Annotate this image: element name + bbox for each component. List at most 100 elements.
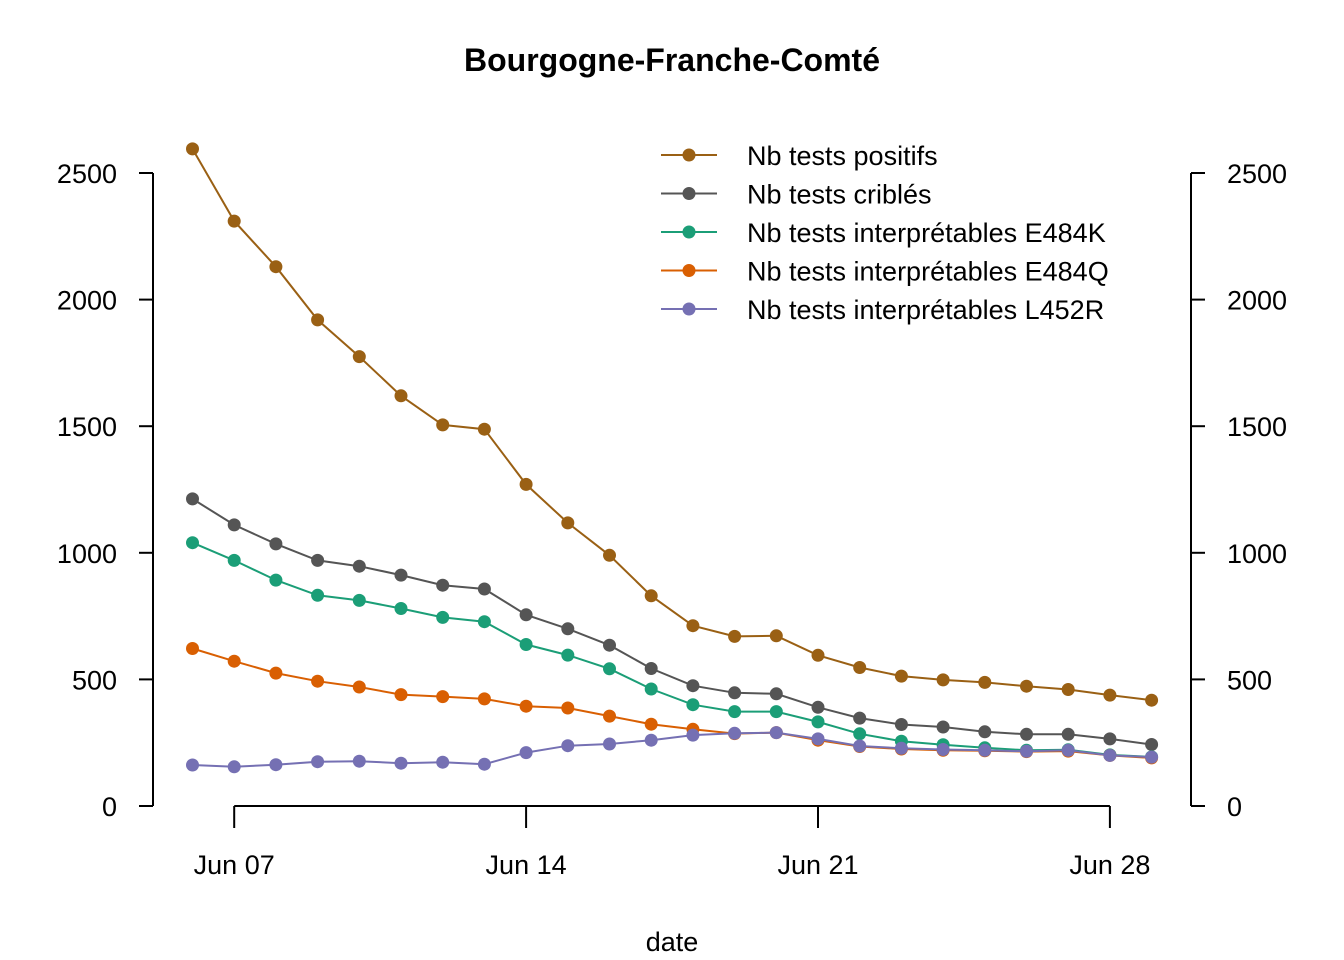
legend-label: Nb tests interprétables E484K [747, 218, 1106, 248]
data-point [394, 602, 408, 615]
data-point [186, 642, 199, 655]
series-2 [186, 536, 1159, 764]
y-tick-label-left: 2500 [57, 159, 117, 189]
data-point [186, 536, 199, 550]
y-tick-label-left: 1000 [57, 539, 117, 569]
data-point [436, 578, 450, 592]
data-point [352, 559, 366, 573]
data-point [311, 313, 325, 327]
data-point [269, 260, 283, 274]
data-point [603, 548, 616, 562]
data-point [1061, 727, 1075, 741]
legend-item: Nb tests criblés [661, 180, 932, 210]
data-point [227, 553, 241, 567]
legend-label: Nb tests positifs [747, 141, 938, 171]
data-point [394, 568, 408, 582]
y-tick-label-right: 0 [1227, 792, 1242, 822]
data-point [728, 726, 742, 740]
series-0 [186, 142, 1159, 707]
y-tick-label-right: 1000 [1227, 539, 1287, 569]
data-point [853, 661, 867, 674]
data-point [644, 662, 658, 675]
data-point [311, 588, 325, 602]
data-point [561, 516, 575, 530]
y-tick-label-right: 500 [1227, 665, 1272, 695]
data-point [1020, 744, 1033, 758]
y-tick-label-left: 1500 [57, 412, 117, 442]
data-point [311, 755, 325, 769]
series-4 [186, 726, 1159, 774]
y-tick-label-right: 2500 [1227, 159, 1287, 189]
data-point [1020, 727, 1033, 741]
legend-swatch-point [682, 148, 696, 162]
data-point [811, 715, 825, 729]
data-point [1145, 750, 1159, 764]
data-point [269, 573, 283, 587]
data-point [1061, 683, 1075, 696]
x-tick-label: Jun 14 [486, 850, 567, 880]
data-point [853, 711, 867, 725]
data-point [936, 720, 950, 734]
data-point [603, 662, 616, 676]
data-point [227, 654, 241, 668]
data-point [1145, 693, 1159, 707]
data-point [1103, 688, 1117, 702]
legend-swatch-point [682, 264, 696, 277]
data-point [811, 700, 825, 714]
data-point [352, 350, 366, 364]
data-point [1020, 679, 1033, 693]
data-point [436, 755, 450, 769]
series-line [192, 731, 1152, 768]
legend-item: Nb tests positifs [661, 141, 938, 171]
data-point [644, 589, 658, 603]
data-point [811, 648, 825, 662]
data-point [394, 389, 408, 403]
data-point [186, 492, 199, 506]
legend-swatch-point [682, 302, 696, 316]
data-point [978, 675, 992, 689]
data-point [436, 418, 450, 432]
y-tick-label-right: 2000 [1227, 286, 1287, 316]
data-point [644, 682, 658, 696]
series-line [191, 498, 1152, 746]
data-point [477, 692, 491, 706]
data-point [769, 726, 783, 740]
data-point [769, 629, 783, 643]
legend-swatch-point [682, 187, 696, 200]
data-point [269, 666, 283, 680]
data-point [853, 727, 867, 741]
legend-label: Nb tests interprétables L452R [747, 295, 1104, 325]
data-point [894, 669, 908, 683]
data-point [603, 737, 616, 751]
data-point [561, 648, 575, 662]
data-point [894, 741, 908, 755]
x-tick-label: Jun 28 [1069, 850, 1150, 880]
legend-item: Nb tests interprétables L452R [661, 295, 1104, 325]
data-point [603, 638, 616, 652]
data-point [519, 699, 533, 713]
data-point [561, 739, 575, 753]
data-point [644, 733, 658, 747]
data-point [728, 629, 742, 643]
data-point [978, 725, 992, 739]
data-point [477, 582, 491, 596]
data-point [519, 608, 533, 622]
data-point [186, 758, 199, 772]
data-point [1103, 748, 1117, 762]
data-point [936, 743, 950, 756]
data-point [352, 680, 366, 694]
data-point [686, 728, 700, 742]
data-point [269, 537, 283, 551]
data-point [519, 477, 533, 491]
data-point [519, 638, 533, 651]
data-point [477, 615, 491, 629]
data-point [561, 701, 575, 715]
data-point [477, 422, 491, 436]
data-point [394, 688, 408, 702]
series-3 [186, 642, 1159, 765]
legend-label: Nb tests interprétables E484Q [747, 257, 1109, 287]
data-point [311, 553, 325, 567]
data-point [352, 754, 366, 768]
data-point [561, 622, 575, 636]
